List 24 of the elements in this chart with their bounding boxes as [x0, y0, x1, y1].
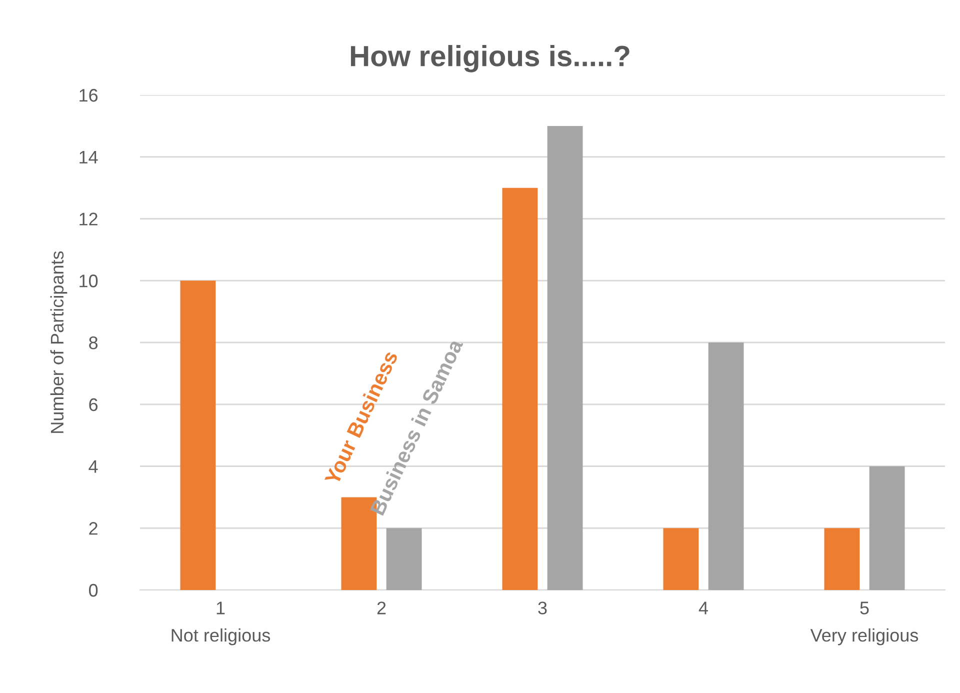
- y-tick-label: 12: [80, 212, 98, 226]
- bar: [547, 126, 583, 590]
- y-tick-label: 6: [89, 398, 98, 412]
- x-tick-label: 3: [538, 602, 547, 614]
- y-axis-title: Number of Participants: [50, 251, 68, 433]
- bar: [708, 342, 744, 590]
- bar: [180, 280, 216, 590]
- y-tick-label: 0: [89, 584, 98, 597]
- x-tick-label: 2: [377, 602, 386, 614]
- y-tick-label: 14: [80, 150, 98, 164]
- x-tick-label: 5 Very religious: [810, 602, 918, 646]
- bar: [502, 188, 538, 590]
- chart-title: How religious is.....?: [350, 45, 630, 72]
- y-tick-label: 10: [80, 274, 98, 288]
- bar: [386, 528, 422, 590]
- bar: [824, 528, 860, 590]
- x-tick-label: 1 Not religious: [172, 602, 270, 646]
- bar: [869, 466, 905, 590]
- y-tick-label: 4: [88, 460, 98, 473]
- y-tick-label: 8: [89, 336, 98, 350]
- y-tick-label: 2: [89, 522, 98, 535]
- x-tick-label: 4: [698, 602, 708, 614]
- bar: [663, 528, 699, 590]
- y-tick-label: 16: [80, 88, 98, 102]
